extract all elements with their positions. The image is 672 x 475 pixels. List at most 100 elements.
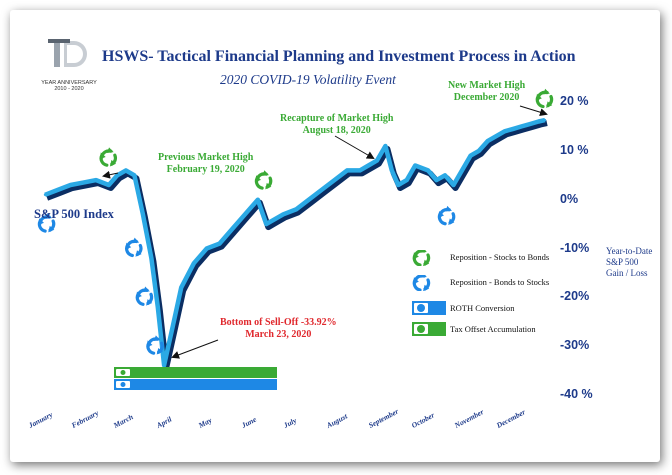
series-point [452,183,455,187]
annotation-bottom-line-2: March 23, 2020 [245,329,312,340]
annotation-previous-high: Previous Market High February 19, 2020 [158,152,253,176]
series-point [243,213,247,216]
legend-recycle-glyph [412,247,431,267]
series-point [367,164,370,167]
line-chart [37,88,554,390]
series-point [218,242,221,245]
annotation-recapture-line-1: Recapture of Market High [280,113,394,124]
series-point [384,144,387,148]
series-point [486,139,489,143]
roth-conversion-bar [114,379,277,390]
legend-bar-glyph [412,322,446,336]
legend-bar-glyph [412,301,446,315]
series-point [375,159,379,162]
legend-item-tax-offset: Tax Offset Accumulation [412,322,536,336]
annotation-bottom-line-1: Bottom of Sell-Off -33.92% [220,317,337,328]
series-point [205,247,208,250]
series-point [494,134,498,138]
series-point [150,257,153,260]
y-tick-label: 10 % [560,142,589,157]
series-point [107,183,111,187]
series-point [124,169,128,172]
series-point [82,181,85,184]
series-point [273,218,276,221]
chart-card: YEAR ANNIVERSARY 2010 - 2020 HSWS- Tacti… [10,10,660,462]
legend-label-roth: ROTH Conversion [450,303,515,313]
blue-recycle-icon [135,286,154,306]
blue-recycle-icon [37,213,56,233]
legend-item-roth: ROTH Conversion [412,301,514,315]
green-money-bar-icon [412,322,446,336]
series-point [265,222,268,226]
y-tick-label: -40 % [560,387,593,401]
y-tick-label: 20 % [560,94,589,108]
series-point [43,193,47,196]
side-label-line-1: Year-to-Date [606,246,653,256]
series-point [231,227,234,231]
blue-recycle-icon [412,272,431,292]
series-point [69,183,72,187]
series-point [443,174,447,177]
blue-money-bar-icon [412,301,446,315]
series-point [477,149,481,153]
annotation-new-high: New Market High December 2020 [448,80,525,104]
y-tick-label: -10% [560,240,590,255]
blue-recycle-icon [437,205,456,226]
y-tick-label: -20% [560,289,590,304]
series-point [460,169,464,172]
series-point [345,169,349,172]
y-axis-side-label: Year-to-Date S&P 500 Gain / Loss [606,246,652,279]
series-point [333,178,336,182]
legend-recycle-glyph [412,272,431,292]
legend-item-bonds-to-stocks: Reposition - Bonds to Stocks [412,272,550,292]
series-point [294,208,298,211]
y-tick-label: 0% [560,191,579,206]
series-point [426,169,430,172]
tax-offset-bar [114,367,277,378]
logo-text-2: 2010 - 2020 [54,86,84,92]
series-point [503,130,506,133]
series-point [469,154,472,157]
annotation-new-high-line-2: December 2020 [453,92,520,103]
annotation-recapture-line-2: August 18, 2020 [302,125,371,136]
series-point [282,213,285,216]
side-label-line-3: Gain / Loss [606,268,648,278]
annotation-arrow [102,170,119,179]
series-point [414,164,417,167]
title-prefix: HSWS- [102,48,154,65]
annotation-recapture: Recapture of Market High August 18, 2020 [280,113,393,137]
anniversary-logo: YEAR ANNIVERSARY 2010 - 2020 [40,35,98,92]
page-title: HSWS- Tactical Financial Planning and In… [102,48,576,66]
series-point [390,169,394,172]
annotation-previous-high-line-2: February 19, 2020 [166,164,245,175]
green-recycle-icon [254,170,273,190]
series-point [307,198,311,201]
annotation-previous-high-line-1: Previous Market High [158,152,254,163]
blue-recycle-icon [146,335,164,355]
series-point [511,127,515,131]
series-point [156,305,159,309]
series-point [528,122,532,126]
series-point [162,364,166,367]
series-point [520,125,523,128]
legend-label-stocks-to-bonds: Reposition - Stocks to Bonds [450,252,550,262]
series-point [171,325,174,328]
green-recycle-icon [535,88,554,109]
chart-title: Tactical Financial Planning and Investme… [157,48,576,65]
legend-label-tax-offset: Tax Offset Accumulation [450,324,536,334]
legend-label-bonds-to-stocks: Reposition - Bonds to Stocks [450,277,550,287]
annotation-bottom: Bottom of Sell-Off -33.92% March 23, 202… [220,317,337,341]
series-point [358,169,362,172]
annotation-new-high-line-1: New Market High [448,80,526,91]
series-line [44,117,546,368]
legend-item-stocks-to-bonds: Reposition - Stocks to Bonds [412,247,550,267]
series-point [116,174,119,177]
y-tick-label: -30% [560,338,590,353]
series-point [179,286,183,289]
series-point [56,188,59,192]
green-recycle-icon [99,147,117,167]
logo-text-1: YEAR ANNIVERSARY [41,80,97,86]
anniversary-logo-mark [48,39,87,67]
series-label: S&P 500 Index [34,207,114,221]
annotation-arrow [171,339,219,359]
